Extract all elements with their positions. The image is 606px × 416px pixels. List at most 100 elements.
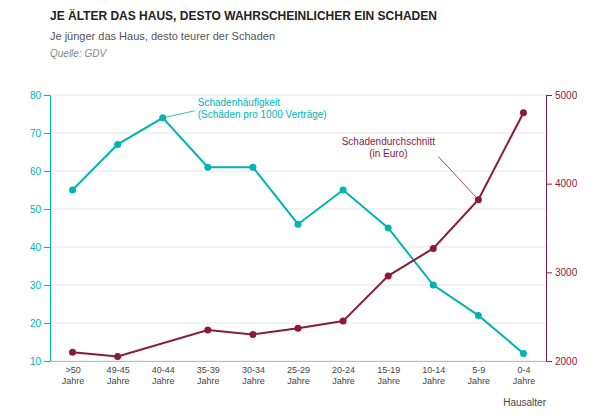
text-line: 0-4 <box>517 365 530 375</box>
point <box>295 221 302 228</box>
series <box>69 109 527 360</box>
text-line: 10-14 <box>422 365 445 375</box>
tick-mark <box>546 272 552 273</box>
text-line: Jahre <box>468 376 491 386</box>
tick-mark <box>546 95 552 96</box>
text-line: 25-29 <box>287 365 310 375</box>
tick-label: 30-34Jahre <box>242 365 265 386</box>
grid <box>50 95 546 361</box>
tick-mark <box>44 361 50 362</box>
text-line: Jahre <box>152 376 175 386</box>
grid-line <box>50 171 546 172</box>
tick: 3000 <box>546 267 578 278</box>
point <box>114 353 121 360</box>
tick: 80 <box>30 90 50 101</box>
y-axis: 10 20 30 40 50 60 70 80 <box>30 90 51 367</box>
tick: 30 <box>30 280 50 291</box>
tick-label: 60 <box>30 166 42 177</box>
text-line: (Schäden pro 1000 Verträge) <box>198 109 327 120</box>
point <box>385 272 392 279</box>
tick-label: 25-29Jahre <box>287 365 310 386</box>
text-line: >50 <box>65 365 80 375</box>
tick-label: 20-24Jahre <box>332 365 355 386</box>
tick-mark <box>44 133 50 134</box>
tick: 20 <box>30 318 50 329</box>
point <box>69 187 76 194</box>
point <box>114 141 121 148</box>
text-line: Schadendurchschnitt <box>342 136 436 147</box>
point <box>340 187 347 194</box>
tick: 2000 <box>546 356 578 367</box>
text-line: 15-19 <box>377 365 400 375</box>
title: JE ÄLTER DAS HAUS, DESTO WAHRSCHEINLICHE… <box>50 8 437 23</box>
tick-label: 4000 <box>555 178 578 189</box>
annotation-line <box>163 111 195 118</box>
point <box>430 282 437 289</box>
series <box>69 114 527 357</box>
chart: JE ÄLTER DAS HAUS, DESTO WAHRSCHEINLICHE… <box>0 0 606 416</box>
tick: 25-29Jahre <box>287 365 310 386</box>
point <box>249 331 256 338</box>
tick: 49-45Jahre <box>107 365 130 386</box>
grid-line <box>50 285 546 286</box>
text-line: Jahre <box>423 376 446 386</box>
point <box>249 164 256 171</box>
tick-label: 5-9Jahre <box>468 365 491 386</box>
tick-label: 50 <box>30 204 42 215</box>
point <box>520 109 527 116</box>
tick-label: >50Jahre <box>62 365 85 386</box>
tick-label: 2000 <box>555 356 578 367</box>
tick-label: 80 <box>30 90 42 101</box>
axis-line <box>547 96 553 362</box>
tick-label: 35-39Jahre <box>197 365 220 386</box>
tick-label: 30 <box>30 280 42 291</box>
tick-label: 49-45Jahre <box>107 365 130 386</box>
text-line: 30-34 <box>242 365 265 375</box>
tick-mark <box>44 209 50 210</box>
tick-mark <box>44 285 50 286</box>
point <box>520 350 527 357</box>
tick-label: 3000 <box>555 267 578 278</box>
tick: 20-24Jahre <box>332 365 355 386</box>
text-line: 35-39 <box>197 365 220 375</box>
point <box>385 225 392 232</box>
text-line: 20-24 <box>332 365 355 375</box>
tick-label: 10 <box>30 356 42 367</box>
tick-label: 40-44Jahre <box>152 365 175 386</box>
text-line: Jahre <box>287 376 310 386</box>
tick-mark <box>546 361 552 362</box>
axis-line <box>44 96 51 362</box>
point <box>475 312 482 319</box>
tick: >50Jahre <box>62 365 85 386</box>
point <box>295 325 302 332</box>
tick: 5000 <box>546 90 578 101</box>
tick-label: 20 <box>30 318 42 329</box>
grid-line <box>50 323 546 324</box>
tick-label: 0-4Jahre <box>513 365 536 386</box>
tick-label: 15-19Jahre <box>377 365 400 386</box>
text-line: Jahre <box>377 376 400 386</box>
annotation: Schadendurchschnitt(in Euro) <box>342 136 436 159</box>
grid-line <box>50 209 546 210</box>
point <box>204 164 211 171</box>
point <box>430 245 437 252</box>
tick-label: 10-14Jahre <box>422 365 445 386</box>
subtitle: Je jünger das Haus, desto teurer der Sch… <box>50 30 275 42</box>
tick: 15-19Jahre <box>377 365 400 386</box>
tick-mark <box>44 247 50 248</box>
tick: 40 <box>30 242 50 253</box>
tick: 35-39Jahre <box>197 365 220 386</box>
source: Quelle: GDV <box>50 48 107 59</box>
grid-line <box>50 361 546 362</box>
grid-line <box>50 247 546 248</box>
line <box>73 118 524 354</box>
tick: 60 <box>30 166 50 177</box>
line <box>73 113 524 357</box>
text-line: Jahre <box>107 376 130 386</box>
tick: 0-4Jahre <box>513 365 536 386</box>
tick: 10 <box>30 356 50 367</box>
text-line: 5-9 <box>472 365 485 375</box>
tick: 30-34Jahre <box>242 365 265 386</box>
text-line: 40-44 <box>152 365 175 375</box>
tick: 70 <box>30 128 50 139</box>
